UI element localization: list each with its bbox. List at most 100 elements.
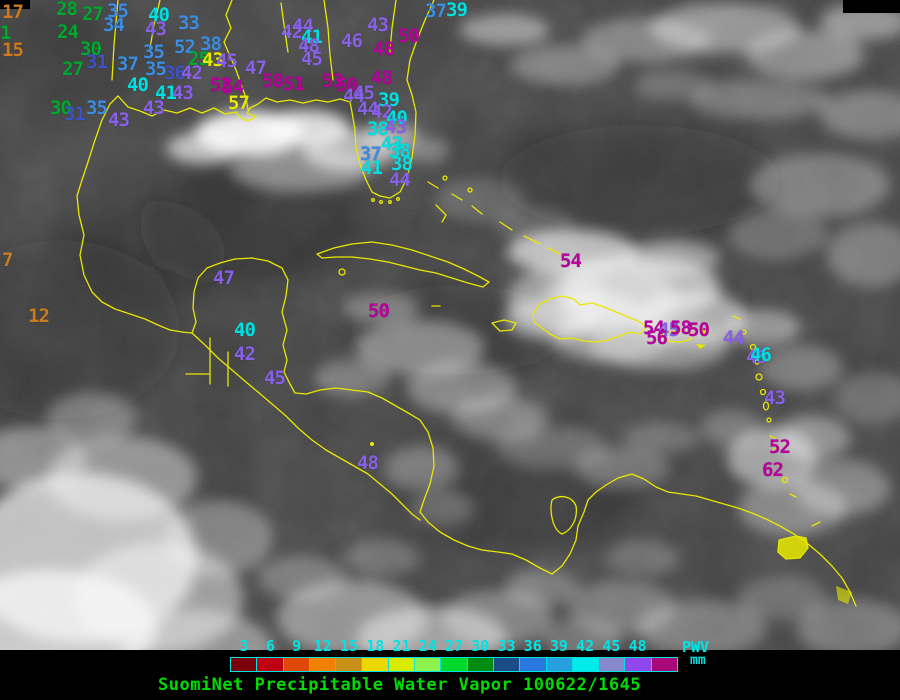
- pwv-station-value: 34: [103, 14, 125, 36]
- colorbar-segment: [441, 658, 468, 671]
- pwv-station-value: 58: [262, 70, 284, 92]
- pwv-station-value: 48: [373, 38, 395, 60]
- pwv-station-value: 48: [357, 452, 379, 474]
- pwv-station-value: 45: [746, 346, 768, 368]
- pwv-station-value: 46: [750, 344, 772, 366]
- pwv-station-value: 42: [181, 62, 203, 84]
- colorbar-segment: [388, 658, 416, 671]
- pwv-station-value: 54: [560, 250, 582, 272]
- colorbar-tick: 12: [313, 637, 332, 655]
- pwv-station-value: 25: [188, 48, 210, 70]
- colorbar-segment: [362, 658, 389, 671]
- film-grain: [0, 0, 900, 650]
- pwv-station-value: 40: [386, 107, 408, 129]
- pwv-station-value: 41: [361, 157, 383, 179]
- pwv-station-value: 50: [368, 300, 390, 322]
- pwv-station-value: 54: [222, 76, 244, 98]
- pwv-station-value: 51: [283, 73, 305, 95]
- pwv-station-value: 27: [62, 58, 84, 80]
- colorbar-tick: 39: [549, 637, 568, 655]
- colorbar-tick: 36: [523, 637, 542, 655]
- pwv-station-value: 40: [234, 319, 256, 341]
- colorbar-tick: 18: [366, 637, 385, 655]
- coastline-mainland: [76, 0, 857, 607]
- colorbar-segment: [257, 658, 284, 671]
- pwv-station-value: 43: [202, 49, 224, 71]
- pwv-station-value: 43: [367, 14, 389, 36]
- yellow-markers: [370, 328, 852, 604]
- pwv-station-value: 58: [670, 317, 692, 339]
- colorbar-tick: 48: [628, 637, 647, 655]
- river-mississippi: [223, 0, 249, 111]
- florida-keys: [371, 197, 400, 204]
- pwv-station-value: 46: [341, 30, 363, 52]
- pwv-station-value: 45: [264, 367, 286, 389]
- pwv-station-value: 37: [425, 0, 447, 22]
- colorbar-segment: [415, 658, 442, 671]
- pwv-station-value: 27: [82, 3, 104, 25]
- pwv-station-value: 42: [281, 21, 303, 43]
- pwv-station-value: 35: [107, 0, 129, 22]
- pwv-station-value: 52: [174, 36, 196, 58]
- pwv-station-value: 41: [301, 26, 323, 48]
- product-caption: SuomiNet Precipitable Water Vapor 100622…: [158, 675, 642, 695]
- pwv-station-value: 37: [360, 143, 382, 165]
- pwv-station-value: 37: [117, 53, 139, 75]
- pwv-station-value: 39: [446, 0, 468, 21]
- pwv-station-value: 38: [200, 33, 222, 55]
- pwv-station-value: 15: [2, 39, 24, 61]
- pwv-station-value: 48: [298, 35, 320, 57]
- colorbar-tick: 9: [292, 637, 302, 655]
- pwv-station-value: 7: [2, 249, 13, 271]
- pwv-station-value: 47: [213, 267, 235, 289]
- colorbar-ticks: 3 6 9 12 15 18 21 24 27 30 33 36 39 42 45 48: [0, 639, 900, 655]
- pwv-station-value: 62: [762, 459, 784, 481]
- coastline-bahamas: [427, 175, 561, 255]
- pwv-station-value: 40: [148, 4, 170, 26]
- pwv-station-value: 56: [646, 327, 668, 349]
- colorbar-segment: [651, 658, 678, 671]
- pwv-station-value: 53: [322, 70, 344, 92]
- colorbar-segment: [546, 658, 573, 671]
- pwv-station-value: 50: [398, 25, 420, 47]
- pwv-station-value: 35: [86, 97, 108, 119]
- pwv-station-value: 40: [127, 74, 149, 96]
- pwv-station-value: 30: [50, 97, 72, 119]
- pwv-station-value: 48: [371, 67, 393, 89]
- pwv-station-value: 39: [378, 89, 400, 111]
- pwv-station-value: 43: [108, 109, 130, 131]
- country-borders: [185, 337, 229, 387]
- colorbar-segment: [309, 658, 337, 671]
- coastline-jamaica: [491, 319, 517, 332]
- coastline-puerto-rico: [661, 330, 693, 343]
- pwv-station-value: 12: [28, 305, 50, 327]
- colorbar-segment: [283, 658, 310, 671]
- colorbar-tick: 33: [497, 637, 516, 655]
- coastline-pacific: [191, 332, 421, 521]
- pwv-station-value: 42: [234, 343, 256, 365]
- pwv-station-value: 44: [343, 85, 365, 107]
- pwv-station-value: 44: [723, 327, 745, 349]
- pwv-station-value: 47: [245, 57, 267, 79]
- coastline-cuba: [316, 241, 490, 288]
- colorbar-units: mm: [690, 653, 706, 668]
- colorbar-label: PWV: [682, 638, 710, 656]
- colorbar-tick: 6: [265, 637, 275, 655]
- colorbar-segments: [230, 657, 678, 672]
- image-edge-mask: [0, 0, 900, 13]
- pwv-station-value: 42: [371, 101, 393, 123]
- lake-maracaibo: [550, 495, 578, 535]
- pwv-station-value: 44: [292, 15, 314, 37]
- pwv-station-value: 44: [389, 169, 411, 191]
- colorbar-segment: [520, 658, 547, 671]
- pwv-station-value: 43: [764, 387, 786, 409]
- colorbar-segment: [599, 658, 626, 671]
- pwv-station-value: 43: [143, 97, 165, 119]
- station-value-layer: 17 1 15 28 27 24 35 34 40 43 33 30 31 27 37 35 52 38 25 43 4…: [0, 0, 791, 481]
- pwv-station-value: 50: [688, 319, 710, 341]
- pwv-station-value: 52: [769, 436, 791, 458]
- colorbar-segment: [572, 658, 600, 671]
- pwv-station-value: 44: [357, 98, 379, 120]
- colorbar-segment: [467, 658, 494, 671]
